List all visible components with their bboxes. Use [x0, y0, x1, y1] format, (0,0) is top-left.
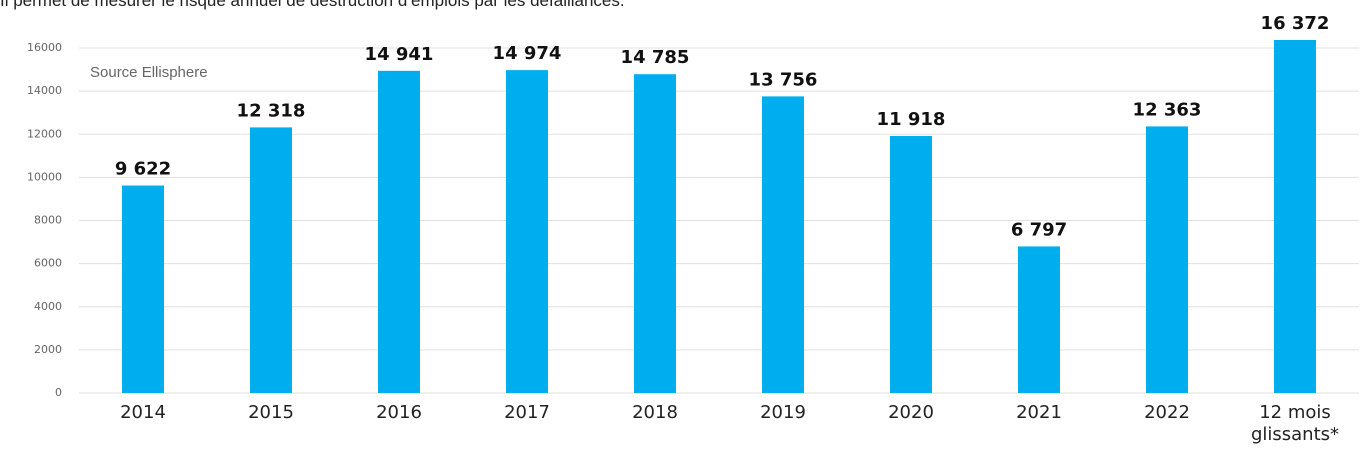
annotation: Source Ellisphere	[90, 64, 208, 81]
y-tick-label: 2000	[34, 343, 62, 356]
x-tick-label: 2016	[376, 402, 422, 423]
value-label: 6 797	[1011, 219, 1067, 240]
y-tick-label: 16000	[27, 41, 62, 54]
x-tick-label: 2015	[248, 402, 294, 423]
value-label: 12 318	[237, 100, 306, 121]
x-tick-label: 2017	[504, 402, 550, 423]
x-tick-label: 2021	[1016, 402, 1062, 423]
value-label: 14 785	[621, 47, 690, 68]
bar	[122, 185, 164, 393]
value-label: 14 974	[493, 43, 562, 64]
value-label: 12 363	[1133, 99, 1202, 120]
y-tick-label: 10000	[27, 170, 62, 183]
bar	[634, 74, 676, 394]
bar	[378, 70, 420, 393]
value-label: 9 622	[115, 159, 171, 180]
y-tick-label: 6000	[34, 257, 62, 270]
x-tick-label: 2014	[120, 402, 166, 423]
bar	[506, 70, 548, 394]
x-tick-label: 2018	[632, 402, 678, 423]
x-tick-label: 12 mois glissants*	[1250, 402, 1340, 445]
bar	[250, 127, 292, 393]
y-tick-label: 12000	[27, 127, 62, 140]
x-tick-label: 2020	[888, 402, 934, 423]
bar	[762, 96, 804, 393]
value-label: 14 941	[365, 44, 434, 65]
bar	[890, 136, 932, 393]
y-tick-label: 0	[55, 386, 62, 399]
value-label: 11 918	[877, 109, 946, 130]
bar	[1018, 246, 1060, 393]
intro-text: Il permet de mesurer le risque annuel de…	[0, 0, 625, 10]
bar	[1274, 39, 1316, 393]
x-tick-label: 2022	[1144, 402, 1190, 423]
y-tick-label: 14000	[27, 84, 62, 97]
y-tick-label: 4000	[34, 300, 62, 313]
y-tick-label: 8000	[34, 214, 62, 227]
x-tick-label: 2019	[760, 402, 806, 423]
value-label: 16 372	[1261, 13, 1330, 34]
value-label: 13 756	[749, 69, 818, 90]
bar	[1146, 126, 1188, 393]
